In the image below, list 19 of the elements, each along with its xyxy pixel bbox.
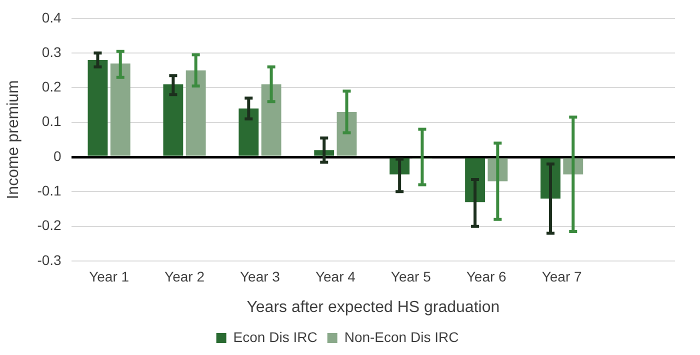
y-tick-label: -0.1 bbox=[37, 182, 62, 199]
y-tick-label: -0.3 bbox=[37, 252, 62, 268]
legend-label: Non-Econ Dis IRC bbox=[344, 328, 459, 345]
x-tick-label: Year 2 bbox=[164, 268, 205, 284]
x-tick-label: Year 5 bbox=[390, 268, 432, 284]
y-tick-label: 0.2 bbox=[42, 78, 62, 95]
x-tick-label: Year 6 bbox=[466, 268, 507, 284]
y-tick-label: -0.2 bbox=[37, 217, 62, 234]
x-tick-label: Year 1 bbox=[89, 268, 130, 284]
x-tick-label: Year 7 bbox=[542, 268, 582, 284]
x-tick-label: Year 3 bbox=[240, 268, 280, 284]
x-tick-label: Year 4 bbox=[315, 268, 356, 284]
y-tick-label: 0.4 bbox=[42, 9, 62, 26]
y-axis-title: Income premium bbox=[5, 80, 22, 200]
legend-label: Econ Dis IRC bbox=[233, 328, 318, 345]
y-tick-label: 0 bbox=[54, 148, 62, 164]
x-axis-title: Years after expected HS graduation bbox=[246, 298, 500, 316]
y-tick-label: 0.3 bbox=[42, 44, 62, 60]
y-tick-label: 0.1 bbox=[42, 113, 62, 130]
